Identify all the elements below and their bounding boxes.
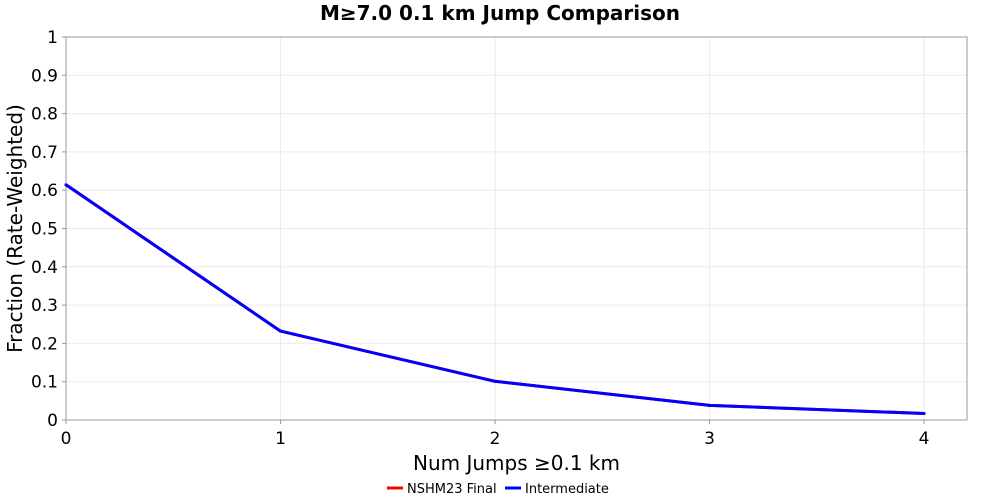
data-point: [64, 183, 68, 187]
series-layer: [64, 183, 926, 415]
y-tick-label: 0.5: [31, 220, 58, 240]
data-point: [493, 379, 497, 383]
x-tick-label: 2: [490, 429, 501, 449]
legend-label: NSHM23 Final: [407, 482, 497, 497]
y-tick-label: 0.7: [31, 143, 58, 163]
data-point: [922, 411, 926, 415]
y-tick-label: 0: [47, 411, 58, 431]
x-tick-label: 3: [704, 429, 715, 449]
x-axis-label: Num Jumps ≥0.1 km: [413, 451, 620, 475]
y-tick-label: 0.1: [31, 373, 58, 393]
y-axis-label: Fraction (Rate-Weighted): [3, 104, 27, 353]
x-tick-label: 1: [275, 429, 286, 449]
legend-label: Intermediate: [525, 482, 609, 497]
legend: NSHM23 Final Intermediate: [387, 482, 609, 497]
ticks: 0 0.1 0.2 0.3 0.4 0.5 0.6 0.7 0.8 0.9 1 0 1 2 3 4: [31, 28, 930, 449]
y-tick-label: 0.9: [31, 66, 58, 86]
chart-title: M≥7.0 0.1 km Jump Comparison: [320, 1, 680, 25]
y-tick-label: 0.6: [31, 181, 58, 201]
y-tick-label: 0.8: [31, 105, 58, 125]
data-point: [279, 329, 283, 333]
y-tick-label: 1: [47, 28, 58, 48]
y-tick-label: 0.2: [31, 334, 58, 354]
y-tick-label: 0.3: [31, 296, 58, 316]
x-tick-label: 0: [61, 429, 72, 449]
y-tick-label: 0.4: [31, 258, 58, 278]
x-tick-label: 4: [919, 429, 930, 449]
grid: [66, 37, 967, 420]
data-point: [708, 403, 712, 407]
